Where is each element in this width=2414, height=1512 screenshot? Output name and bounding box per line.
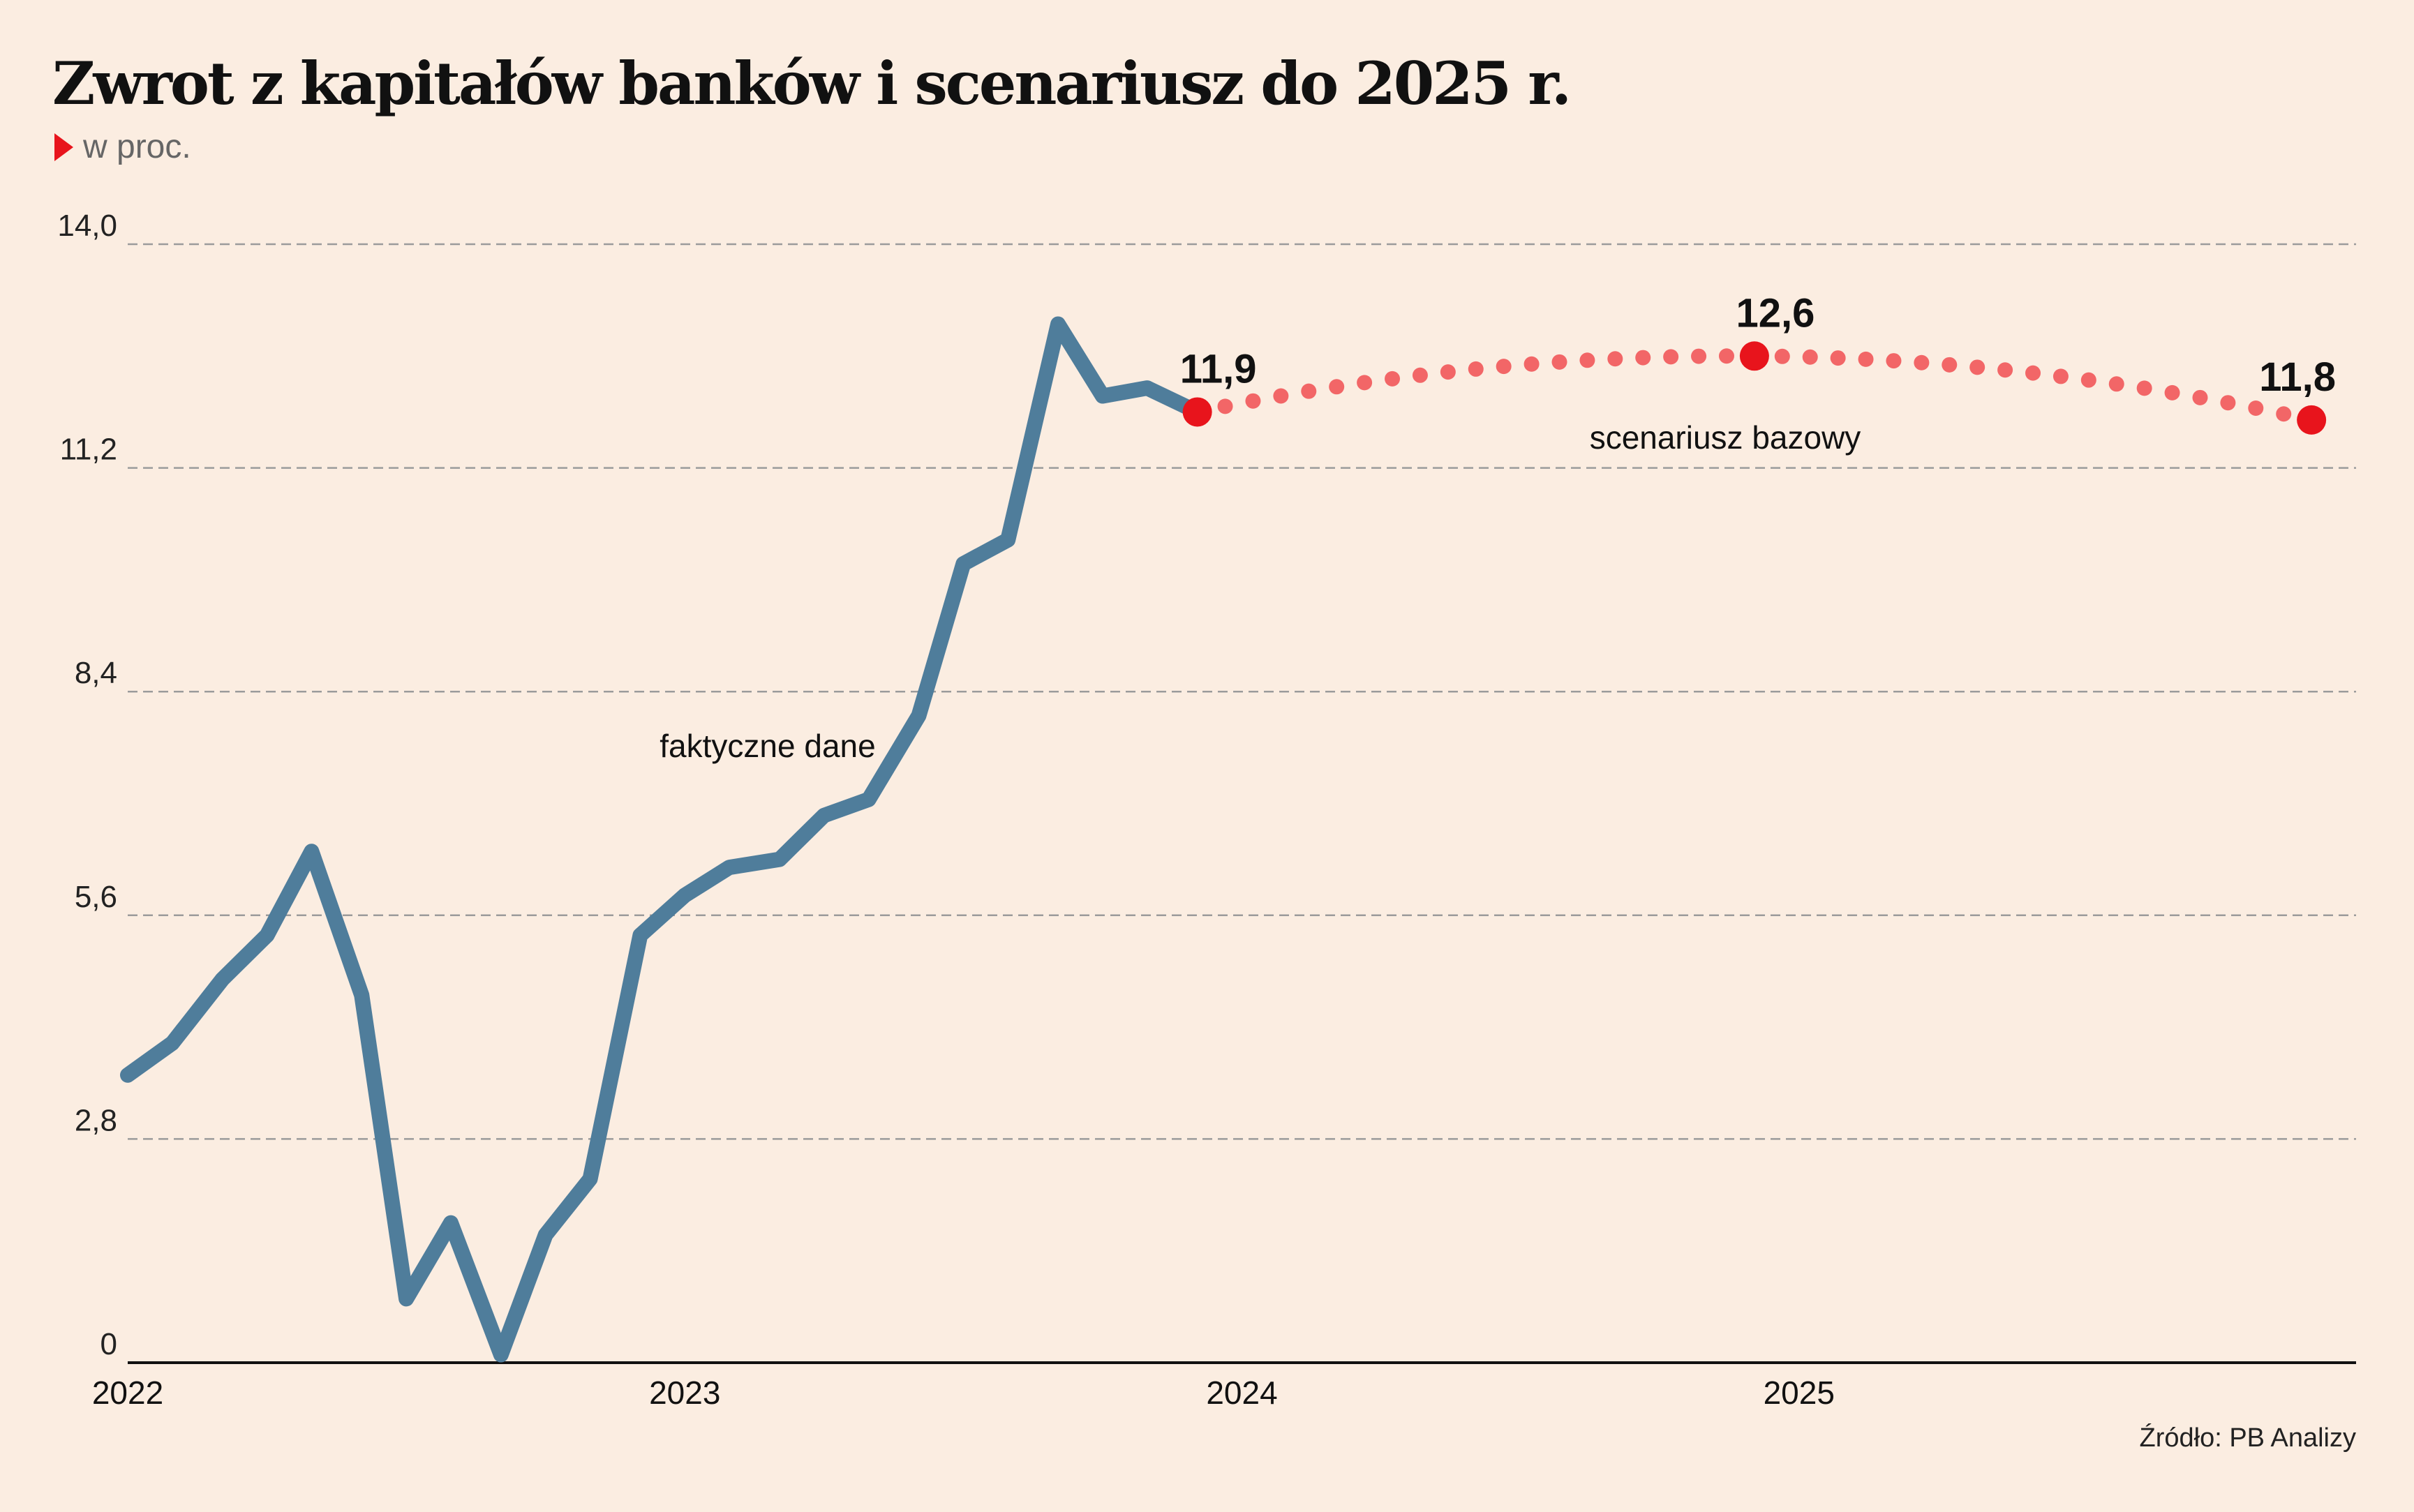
scenario-dot — [1635, 350, 1651, 366]
scenario-dot — [1273, 388, 1289, 404]
scenario-dot — [1607, 351, 1623, 367]
scenario-dot — [2025, 365, 2041, 381]
scenario-dot — [1440, 364, 1456, 380]
scenario-key-point — [1739, 341, 1769, 371]
scenario-dot — [1329, 379, 1345, 395]
scenario-dot — [1301, 383, 1317, 399]
scenario-dot — [1886, 353, 1902, 369]
data-label: 11,8 — [2259, 354, 2336, 400]
y-tick-label: 14,0 — [57, 209, 117, 243]
scenario-dot — [1496, 359, 1512, 375]
y-axis-ticks: 0 2,8 5,6 8,4 11,2 14,0 — [57, 209, 117, 1361]
scenario-key-point — [1182, 397, 1212, 427]
scenario-dot — [1830, 350, 1846, 366]
chart-subtitle: w proc. — [54, 128, 191, 166]
x-tick-label: 2023 — [649, 1375, 720, 1411]
scenario-dot — [1858, 351, 1874, 367]
data-label: 12,6 — [1736, 290, 1815, 336]
scenario-dot — [1357, 375, 1373, 391]
scenario-dot — [1663, 349, 1679, 365]
scenario-dot — [1802, 349, 1818, 365]
scenario-key-point — [2297, 405, 2327, 435]
annotation-scenariusz-bazowy: scenariusz bazowy — [1590, 419, 1861, 456]
scenario-dot — [1468, 361, 1484, 377]
y-tick-label: 0 — [100, 1327, 117, 1361]
series-scenariusz-bazowy: 11,9 12,6 11,8 — [1180, 290, 2336, 435]
chart-title: Zwrot z kapitałów banków i scenariusz do… — [52, 49, 1572, 118]
y-tick-label: 2,8 — [75, 1103, 117, 1137]
scenario-dot — [1217, 398, 1233, 414]
scenario-dot — [1385, 370, 1401, 387]
scenario-dot — [2192, 389, 2208, 405]
source-note: Źródło: PB Analizy — [2139, 1423, 2356, 1453]
scenario-dot — [1969, 359, 1985, 375]
x-axis-ticks: 2022 2023 2024 2025 — [92, 1375, 1835, 1411]
scenario-dot — [2052, 368, 2069, 384]
annotation-faktyczne-dane: faktyczne dane — [660, 728, 875, 764]
x-tick-label: 2022 — [92, 1375, 163, 1411]
scenario-dot — [1523, 356, 1540, 372]
y-tick-label: 5,6 — [75, 880, 117, 914]
scenario-dot — [1579, 352, 1595, 368]
annotations: faktyczne dane scenariusz bazowy — [660, 419, 1861, 764]
scenario-dot — [1551, 354, 1567, 370]
x-tick-label: 2025 — [1764, 1375, 1835, 1411]
scenario-dot — [2080, 372, 2096, 388]
scenario-dot — [1691, 348, 1707, 364]
scenario-dot — [1245, 393, 1261, 409]
scenario-dot — [2136, 380, 2152, 396]
triangle-marker-icon — [54, 133, 73, 161]
scenario-dot — [1774, 348, 1790, 364]
scenario-dot — [2220, 395, 2236, 411]
scenario-dot — [2108, 376, 2124, 392]
x-tick-label: 2024 — [1206, 1375, 1277, 1411]
scenario-dot — [1997, 362, 2013, 378]
series-faktyczne-dane — [120, 316, 1205, 1363]
y-tick-label: 11,2 — [60, 433, 117, 467]
scenario-dot — [2164, 384, 2180, 401]
scenario-dot — [1718, 348, 1734, 364]
scenario-dot — [2248, 401, 2264, 417]
data-label: 11,9 — [1180, 346, 1257, 391]
unit-label: w proc. — [83, 128, 191, 165]
scenario-dot — [2276, 406, 2292, 422]
scenario-dot — [1914, 354, 1930, 370]
scenario-dot — [1942, 357, 1958, 373]
y-tick-label: 8,4 — [75, 656, 117, 690]
gridlines — [128, 243, 2356, 1140]
scenario-dot — [1412, 367, 1428, 383]
series-line-faktyczne-dane — [120, 316, 1205, 1363]
